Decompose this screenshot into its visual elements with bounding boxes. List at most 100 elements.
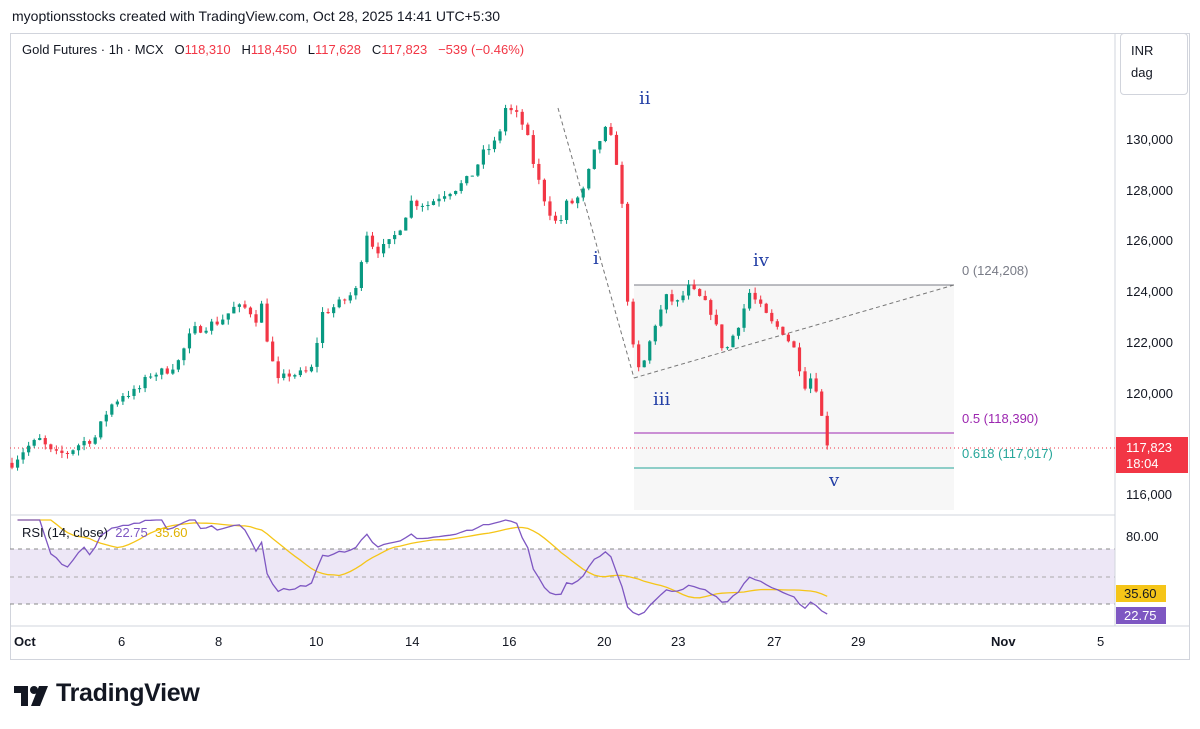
candle-body: [792, 341, 796, 348]
candle-body: [404, 217, 408, 231]
candles-layer: [10, 104, 829, 471]
candle-body: [775, 321, 779, 327]
candle-body: [492, 140, 497, 150]
candle-body: [542, 179, 546, 202]
candle-body: [248, 307, 253, 315]
candle-body: [576, 197, 580, 204]
candle-body: [653, 325, 657, 342]
candle-body: [675, 300, 680, 302]
time-label: 27: [767, 634, 781, 649]
candle-body: [243, 304, 247, 308]
header-caption: myoptionsstocks created with TradingView…: [12, 8, 501, 24]
candle-body: [215, 321, 219, 325]
candle-body: [365, 235, 369, 263]
time-label: 29: [851, 634, 865, 649]
candle-body: [481, 149, 485, 165]
candle-body: [49, 444, 53, 450]
candle-body: [165, 368, 169, 374]
price-tick: 130,000: [1126, 132, 1173, 147]
price-tick: 120,000: [1126, 386, 1173, 401]
candle-body: [725, 347, 730, 349]
ohlc-legend[interactable]: Gold Futures · 1h · MCX O118,310 H118,45…: [22, 42, 524, 57]
candle-body: [470, 175, 474, 177]
candle-body: [398, 230, 402, 235]
candle-body: [720, 324, 724, 349]
time-label: 14: [405, 634, 419, 649]
legend-close: 117,823: [381, 42, 428, 57]
candle-body: [271, 341, 275, 362]
candle-body: [742, 308, 746, 328]
currency-badge[interactable]: INR dag: [1120, 33, 1188, 95]
candle-body: [781, 326, 785, 335]
candle-body: [454, 190, 458, 194]
candle-body: [71, 450, 75, 454]
candle-body: [431, 201, 436, 206]
candle-body: [304, 370, 308, 372]
candle-body: [82, 440, 86, 446]
candle-body: [115, 401, 119, 405]
candle-body: [287, 373, 291, 377]
candle-body: [609, 126, 613, 135]
candle-body: [620, 164, 624, 204]
candle-body: [770, 312, 774, 322]
candle-body: [825, 415, 829, 446]
candle-body: [503, 107, 508, 132]
candle-body: [448, 193, 452, 197]
price-tick: 116,000: [1126, 487, 1172, 502]
candle-body: [703, 295, 707, 301]
trend-line-down[interactable]: [557, 107, 635, 379]
candle-body: [409, 200, 413, 218]
time-label: Oct: [14, 634, 36, 649]
candle-body: [88, 440, 92, 444]
legend-low: 117,628: [314, 42, 361, 57]
candle-body: [65, 452, 70, 454]
candle-body: [60, 450, 64, 453]
candle-body: [520, 111, 524, 125]
candle-body: [603, 126, 607, 142]
candle-body: [354, 287, 358, 296]
legend-l-label: L: [307, 42, 315, 57]
rsi-legend[interactable]: RSI (14, close) 22.75 35.60: [22, 525, 188, 540]
candle-body: [736, 327, 741, 336]
candle-body: [121, 396, 125, 402]
candle-body: [797, 347, 802, 372]
candle-body: [160, 368, 164, 375]
candle-body: [315, 342, 319, 367]
candle-body: [387, 239, 391, 245]
candle-body: [259, 303, 264, 323]
candle-body: [564, 200, 569, 221]
candle-body: [592, 149, 596, 169]
time-label: Nov: [991, 634, 1016, 649]
candle-body: [265, 303, 269, 342]
candle-body: [415, 200, 419, 207]
unit-label: dag: [1131, 65, 1153, 80]
candle-body: [393, 234, 397, 240]
candle-body: [337, 299, 341, 308]
candle-body: [753, 292, 757, 300]
candle-body: [681, 295, 685, 301]
candle-body: [820, 391, 824, 416]
candle-body: [426, 205, 430, 207]
rsi-line: [17, 519, 828, 616]
candle-body: [659, 309, 663, 326]
candle-body: [459, 183, 463, 191]
fib-zone: [634, 285, 954, 510]
rsi-legend-value: 22.75: [115, 525, 148, 540]
candle-body: [137, 388, 142, 390]
candle-body: [320, 312, 325, 343]
candle-body: [570, 200, 574, 204]
candle-body: [559, 220, 563, 222]
candle-body: [21, 452, 25, 460]
candle-body: [54, 449, 58, 451]
last-price-value: 117,823: [1126, 440, 1172, 455]
candle-body: [176, 360, 180, 370]
time-label: 8: [215, 634, 222, 649]
candle-body: [143, 376, 147, 389]
candle-body: [210, 321, 214, 331]
candle-body: [587, 168, 591, 189]
candle-body: [359, 262, 363, 288]
candle-body: [198, 326, 203, 333]
candle-body: [515, 110, 519, 112]
candle-body: [803, 371, 807, 389]
